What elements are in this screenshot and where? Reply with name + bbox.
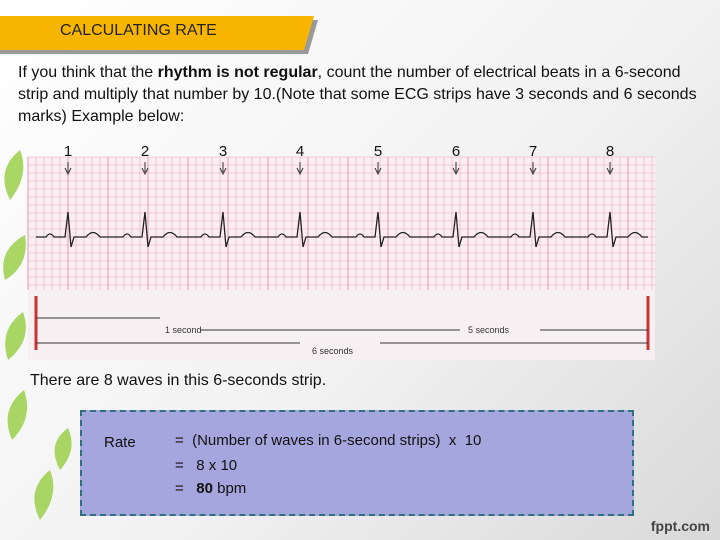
slide-title: CALCULATING RATE [60, 22, 217, 39]
beat-number: 4 [296, 143, 304, 160]
emphasis: rhythm is not regular [157, 64, 318, 81]
beat-number: 8 [606, 143, 614, 160]
mark-label: 1 second [165, 325, 202, 335]
formula-box: Rate = (Number of waves in 6-second stri… [80, 410, 634, 516]
mark-label: 6 seconds [312, 346, 354, 356]
beat-arrow [219, 162, 227, 176]
beat-number: 2 [141, 143, 149, 160]
text: If you think that the [18, 64, 158, 81]
text: , count the number of electrical beats i… [18, 64, 697, 125]
emphasis: 80 [196, 480, 213, 497]
beat-arrow [452, 162, 460, 176]
text: = [175, 480, 197, 497]
formula-line: = (Number of waves in 6-second strips) x… [175, 432, 482, 449]
formula-label: Rate [104, 434, 136, 451]
beat-number: 5 [374, 143, 382, 160]
ecg-strip: 1 second 5 seconds 6 seconds 1 2 3 4 5 6 7 8 [27, 143, 655, 360]
formula-line: = 80 bpm [175, 480, 246, 497]
beat-number: 7 [529, 143, 537, 160]
mark-label: 5 seconds [468, 325, 510, 335]
beat-arrow [606, 162, 614, 176]
beat-arrow [64, 162, 72, 176]
beat-arrow [529, 162, 537, 176]
text: bpm [212, 480, 247, 497]
beat-number: 6 [452, 143, 460, 160]
summary: There are 8 waves in this 6-seconds stri… [30, 372, 327, 389]
ecg-trace [36, 211, 648, 248]
beat-arrow [141, 162, 149, 176]
intro-text: If you think that the rhythm is not regu… [18, 62, 698, 128]
beat-arrow [374, 162, 382, 176]
beat-number: 3 [219, 143, 227, 160]
beat-arrow [296, 162, 304, 176]
beat-number: 1 [64, 143, 72, 160]
formula-line: = 8 x 10 [175, 457, 238, 474]
brand: fppt.com [650, 518, 710, 534]
